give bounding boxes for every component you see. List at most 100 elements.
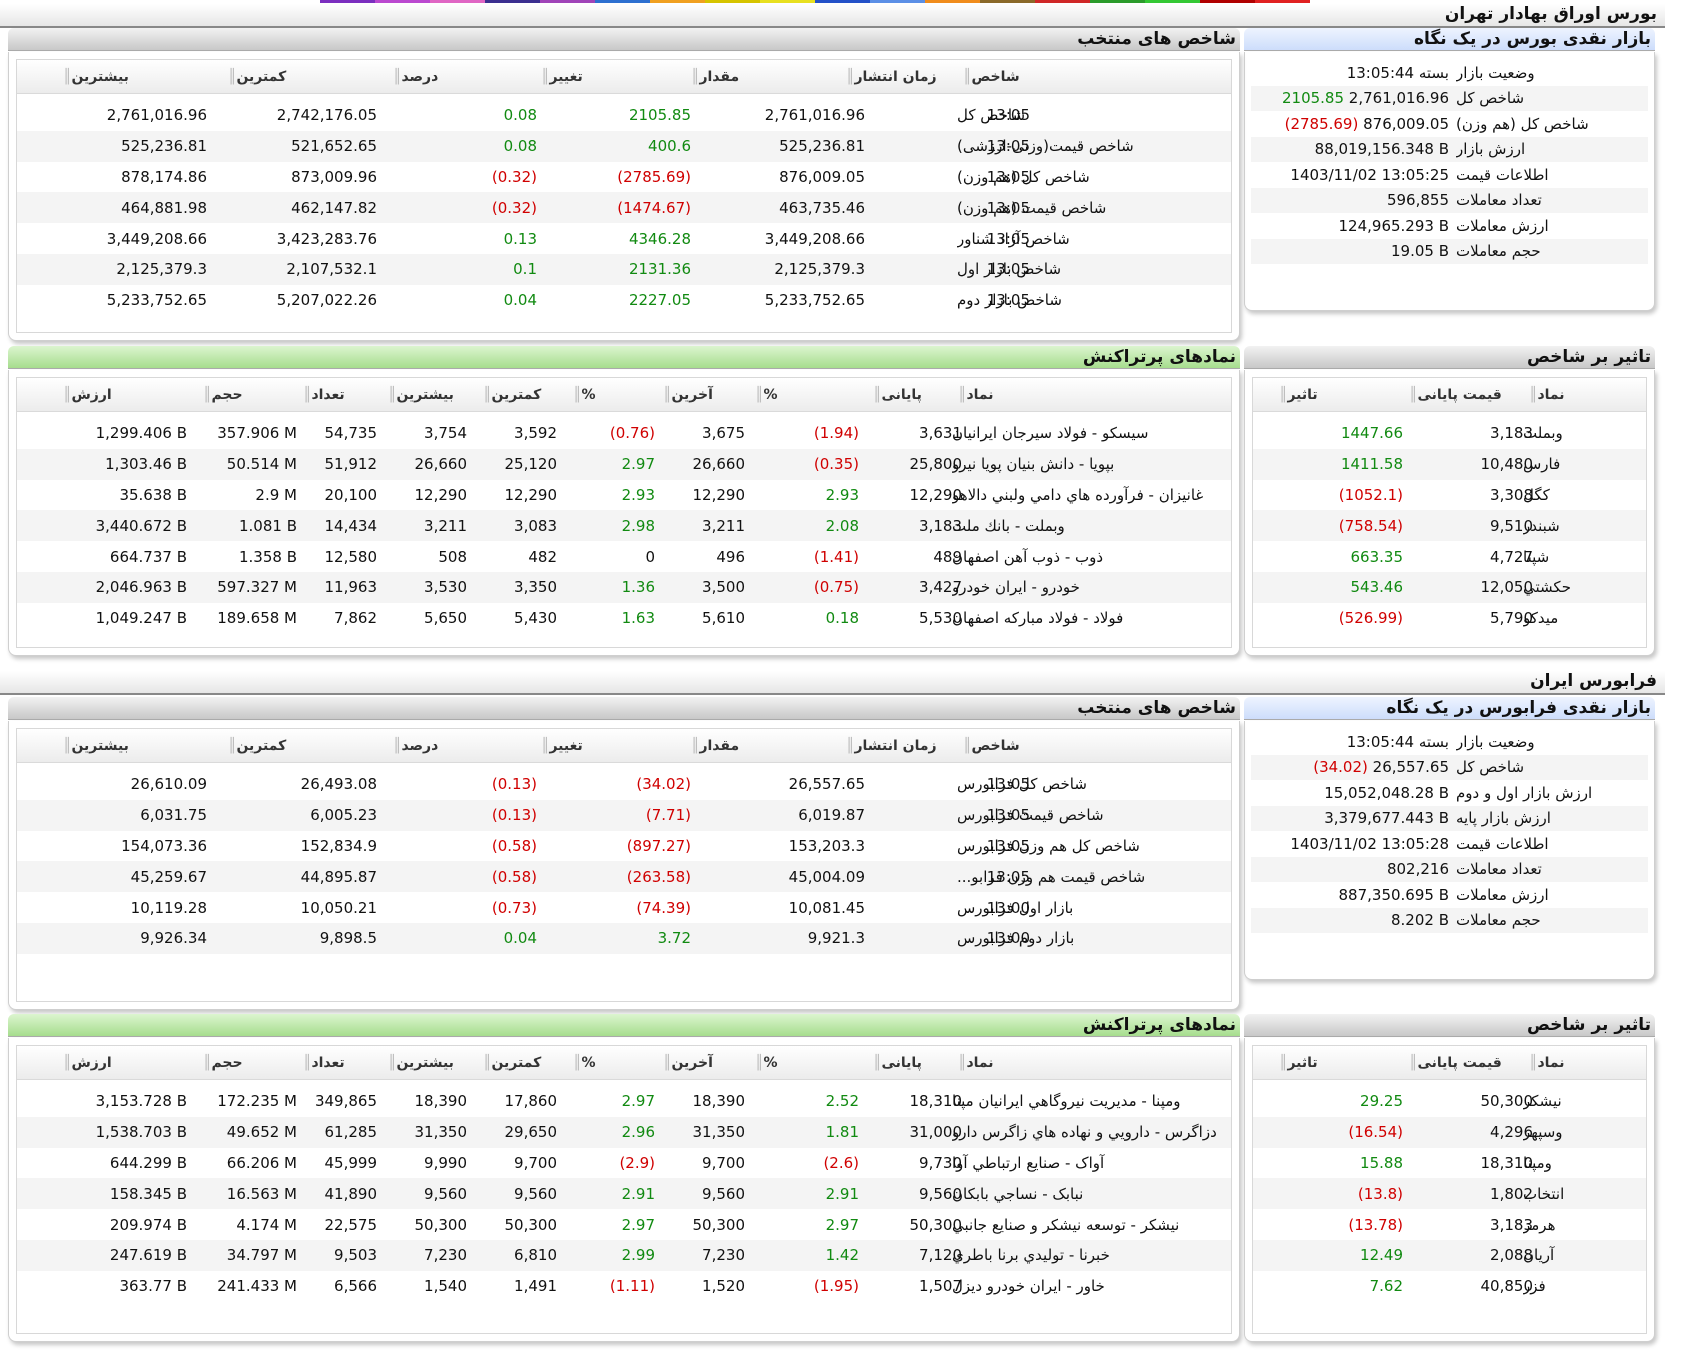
- symbol-name-cell[interactable]: هرمز: [1523, 1215, 1556, 1234]
- symbol-name-cell[interactable]: شاخص بازار اول: [957, 260, 1062, 279]
- symbol-name-cell[interactable]: فزر: [1523, 1277, 1546, 1296]
- column-header[interactable]: نماد ║: [1523, 1046, 1646, 1079]
- symbol-name-cell[interactable]: شاخص کل (هم وزن): [957, 167, 1090, 186]
- symbol-name-cell[interactable]: سیسکو - فولاد سیرجان ایرانیان: [952, 424, 1149, 443]
- column-header[interactable]: % ║: [567, 1046, 655, 1079]
- table-row[interactable]: شاخص قیمت (هم وزن) 13:05 463,735.46 (1474.6…: [17, 192, 1231, 224]
- table-row[interactable]: خاور - ايران خودرو ديزل 1,507 (1.95) 1,520 (…: [17, 1271, 1231, 1302]
- symbol-name-cell[interactable]: شاخص قیمت فرابورس: [957, 806, 1104, 825]
- symbol-name-cell[interactable]: ومپنا - مديريت نيروگاهي ايرانيان مپنا: [952, 1092, 1181, 1111]
- symbol-name-cell[interactable]: شاخص کل فرابورس: [957, 775, 1087, 794]
- table-row[interactable]: نیشکر 50,300 29.25: [1253, 1086, 1646, 1117]
- table-row[interactable]: ومپنا 18,310 15.88: [1253, 1148, 1646, 1179]
- symbol-name-cell[interactable]: آریان: [1523, 1246, 1555, 1265]
- column-header[interactable]: ارزش ║: [57, 1046, 187, 1079]
- table-row[interactable]: شپنا 4,727 663.35: [1253, 541, 1646, 572]
- symbol-name-cell[interactable]: نیشکر - توسعه نيشكر و صنايع جانبي: [952, 1215, 1180, 1234]
- symbol-name-cell[interactable]: دزاگرس - دارويي و نهاده هاي زاگرس دارو: [952, 1123, 1217, 1142]
- table-row[interactable]: خودرو - ايران خودرو 3,427 (0.75) 3,500 1.36 3…: [17, 572, 1231, 603]
- symbol-name-cell[interactable]: بازار دوم فرابورس: [957, 929, 1075, 948]
- symbol-name-cell[interactable]: کگل: [1523, 485, 1550, 504]
- table-row[interactable]: انتخاب 1,802 (13.8): [1253, 1178, 1646, 1210]
- symbol-name-cell[interactable]: وسپهر: [1523, 1123, 1563, 1142]
- symbol-name-cell[interactable]: میدکو: [1523, 609, 1559, 628]
- column-header[interactable]: بیشترین ║: [382, 1046, 467, 1079]
- table-row[interactable]: ومپنا - مديريت نيروگاهي ايرانيان مپنا 18,…: [17, 1086, 1231, 1117]
- table-row[interactable]: بازار اول فرابورس 13:00 10,081.45 (74.39) (0…: [17, 892, 1231, 923]
- table-row[interactable]: هرمز 3,183 (13.78): [1253, 1209, 1646, 1240]
- symbol-name-cell[interactable]: غانیزان - فرآورده هاي دامي ولبني دالاهو: [952, 485, 1204, 504]
- column-header[interactable]: زمان انتشار ║: [840, 729, 1030, 762]
- column-header[interactable]: قیمت پایانی ║: [1403, 1046, 1533, 1079]
- column-header[interactable]: تغییر ║: [535, 729, 691, 762]
- table-row[interactable]: شاخص قیمت(وزنی-ارزشی) 13:05 525,236.81 400.…: [17, 130, 1231, 162]
- table-row[interactable]: خبرنا - توليدي برنا باطري 7,120 1.42 7,230 2…: [17, 1240, 1231, 1271]
- column-header[interactable]: شاخص ║: [957, 729, 1225, 762]
- symbol-name-cell[interactable]: وبملت - بانك ملت: [952, 516, 1065, 535]
- symbol-name-cell[interactable]: حکشتي: [1523, 578, 1571, 597]
- symbol-name-cell[interactable]: خبرنا - توليدي برنا باطري: [952, 1246, 1110, 1265]
- table-row[interactable]: شاخص بازار اول 13:05 2,125,379.3 2131.36 0.1…: [17, 254, 1231, 285]
- symbol-name-cell[interactable]: فولاد - فولاد مباركه اصفهان: [952, 609, 1124, 628]
- symbol-name-cell[interactable]: بپویا - دانش بنیان پویا نیرو: [952, 455, 1115, 474]
- column-header[interactable]: کمترین ║: [477, 1046, 557, 1079]
- symbol-name-cell[interactable]: شاخص بازار دوم: [957, 291, 1062, 310]
- table-row[interactable]: شاخص آزاد شناور 13:05 3,449,208.66 4346.28 0…: [17, 223, 1231, 254]
- table-row[interactable]: شاخص کل (هم وزن) 13:05 876,009.05 (2785.69)…: [17, 162, 1231, 193]
- column-header[interactable]: حجم ║: [197, 1046, 297, 1079]
- symbol-name-cell[interactable]: خودرو - ايران خودرو: [952, 578, 1080, 597]
- table-row[interactable]: آریان 2,088 12.49: [1253, 1240, 1646, 1271]
- column-header[interactable]: تاثیر ║: [1273, 378, 1403, 411]
- table-row[interactable]: حکشتي 12,050 543.46: [1253, 572, 1646, 603]
- column-header[interactable]: قیمت پایانی ║: [1403, 378, 1533, 411]
- table-row[interactable]: بپویا - دانش بنیان پویا نیرو 25,800 (0.35)…: [17, 448, 1231, 480]
- table-row[interactable]: وبملت - بانك ملت 3,183 2.08 3,211 2.98 3,083 3…: [17, 510, 1231, 542]
- column-header[interactable]: نماد ║: [952, 378, 1245, 411]
- symbol-name-cell[interactable]: وبملت: [1523, 424, 1563, 443]
- column-header[interactable]: % ║: [749, 1046, 859, 1079]
- column-header[interactable]: نماد ║: [952, 1046, 1245, 1079]
- column-header[interactable]: شاخص ║: [957, 60, 1225, 93]
- column-header[interactable]: پایانی ║: [867, 1046, 962, 1079]
- symbol-name-cell[interactable]: نبابک - نساجي بابكان: [952, 1184, 1084, 1203]
- table-row[interactable]: نبابک - نساجي بابكان 9,560 2.91 9,560 2.91 9,…: [17, 1178, 1231, 1210]
- table-row[interactable]: فولاد - فولاد مباركه اصفهان 5,530 0.18 5,61…: [17, 603, 1231, 634]
- column-header[interactable]: پایانی ║: [867, 378, 962, 411]
- table-row[interactable]: شاخص کل هم وزن فرابورس 13:05 153,203.3 (897…: [17, 831, 1231, 862]
- symbol-name-cell[interactable]: ومپنا: [1523, 1153, 1552, 1172]
- symbol-name-cell[interactable]: شپنا: [1523, 547, 1550, 566]
- table-row[interactable]: ذوب - ذوب آهن اصفهان 489 (1.41) 496 0 482 508 1…: [17, 541, 1231, 572]
- column-header[interactable]: زمان انتشار ║: [840, 60, 1030, 93]
- column-header[interactable]: کمترین ║: [477, 378, 557, 411]
- table-row[interactable]: شاخص کل 13:05 2,761,016.96 2105.85 0.08 2,742…: [17, 100, 1231, 131]
- symbol-name-cell[interactable]: ذوب - ذوب آهن اصفهان: [952, 547, 1104, 566]
- column-header[interactable]: تاثیر ║: [1273, 1046, 1403, 1079]
- table-row[interactable]: کگل 3,308 (1052.1): [1253, 480, 1646, 511]
- table-row[interactable]: میدکو 5,790 (526.99): [1253, 603, 1646, 634]
- symbol-name-cell[interactable]: شبندر: [1523, 516, 1560, 535]
- column-header[interactable]: بیشترین ║: [57, 60, 207, 93]
- symbol-name-cell[interactable]: خاور - ايران خودرو ديزل: [952, 1277, 1105, 1296]
- table-row[interactable]: شاخص کل فرابورس 13:05 26,557.65 (34.02) (0.1…: [17, 769, 1231, 800]
- table-row[interactable]: غانیزان - فرآورده هاي دامي ولبني دالاهو 1…: [17, 480, 1231, 511]
- table-row[interactable]: فارس 10,480 1411.58: [1253, 448, 1646, 480]
- symbol-name-cell[interactable]: فارس: [1523, 455, 1561, 474]
- table-row[interactable]: شاخص قیمت هم وزن فرابو... 13:05 45,004.09 (…: [17, 861, 1231, 893]
- column-header[interactable]: نماد ║: [1523, 378, 1646, 411]
- column-header[interactable]: % ║: [567, 378, 655, 411]
- symbol-name-cell[interactable]: شاخص قیمت هم وزن فرابو...: [957, 867, 1146, 886]
- table-row[interactable]: وسپهر 4,296 (16.54): [1253, 1116, 1646, 1148]
- table-row[interactable]: شبندر 9,510 (758.54): [1253, 510, 1646, 542]
- column-header[interactable]: درصد ║: [387, 60, 537, 93]
- table-row[interactable]: آواک - صنايع ارتباطي آوا 9,730 (2.6) 9,700 (…: [17, 1148, 1231, 1179]
- symbol-name-cell[interactable]: انتخاب: [1523, 1184, 1565, 1203]
- symbol-name-cell[interactable]: آواک - صنايع ارتباطي آوا: [952, 1153, 1105, 1172]
- symbol-name-cell[interactable]: شاخص کل: [957, 106, 1026, 125]
- symbol-name-cell[interactable]: شاخص قیمت (هم وزن): [957, 198, 1107, 217]
- column-header[interactable]: تعداد ║: [297, 1046, 377, 1079]
- table-row[interactable]: شاخص قیمت فرابورس 13:05 6,019.87 (7.71) (0.1…: [17, 799, 1231, 831]
- column-header[interactable]: آخرین ║: [657, 378, 745, 411]
- column-header[interactable]: تغییر ║: [535, 60, 691, 93]
- column-header[interactable]: مقدار ║: [685, 60, 865, 93]
- symbol-name-cell[interactable]: بازار اول فرابورس: [957, 898, 1074, 917]
